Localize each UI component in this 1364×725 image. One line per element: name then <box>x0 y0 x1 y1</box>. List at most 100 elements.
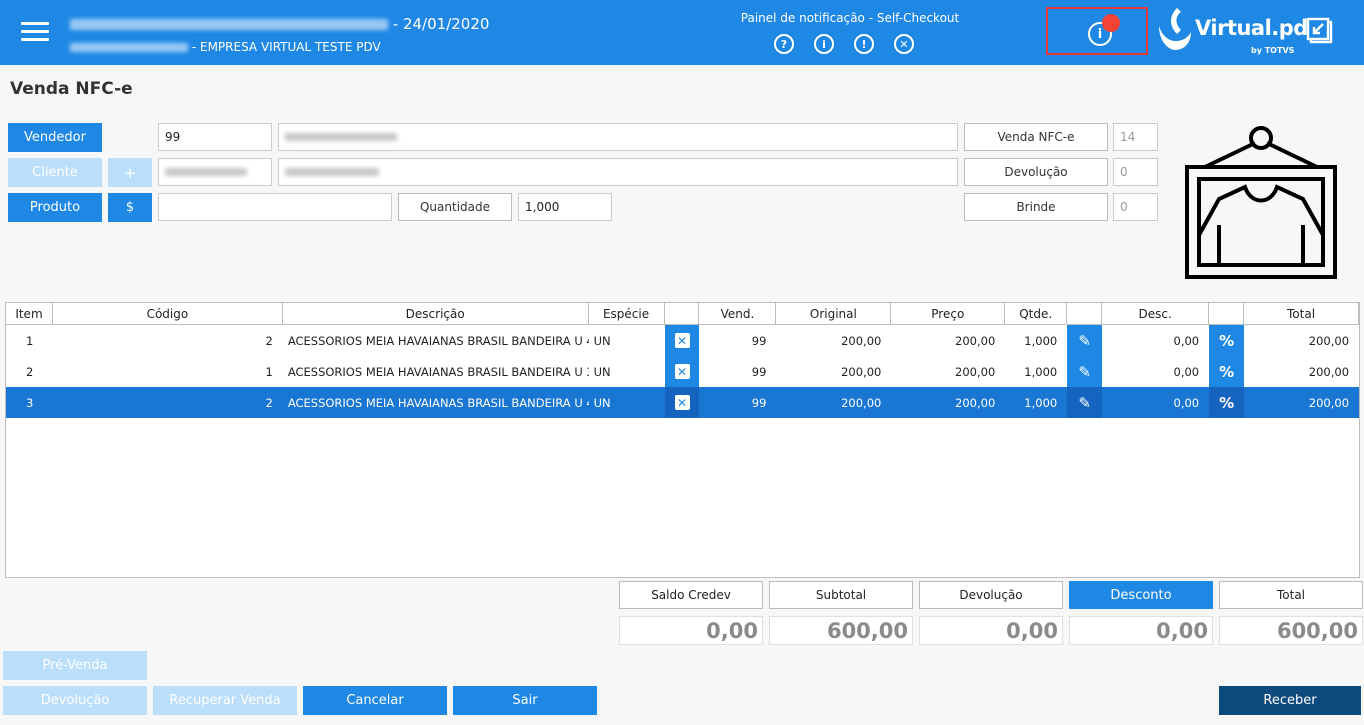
close-icon: ✕ <box>674 333 690 348</box>
logo-mark-icon <box>1159 8 1191 50</box>
table-row[interactable]: 3 2 ACESSORIOS MEIA HAVAIANAS BRASIL BANDE… <box>6 387 1359 418</box>
virtual-pdv-logo: Virtual.pdv by TOTVS <box>1155 6 1322 60</box>
edit-item-button[interactable]: ✎ <box>1067 356 1103 387</box>
produto-input[interactable] <box>158 193 392 221</box>
devolucao-count: 0 <box>1113 158 1158 186</box>
exit-fullscreen-icon[interactable] <box>1306 17 1334 45</box>
add-cliente-button[interactable]: + <box>108 158 152 187</box>
redacted-cliente-name <box>285 168 379 176</box>
especie-cell: UN <box>593 395 611 410</box>
recuperar-venda-button[interactable]: Recuperar Venda <box>153 686 297 715</box>
notification-panel-title: Painel de notificação - Self-Checkout <box>740 11 960 25</box>
devolucao-total-label: Devolução <box>919 581 1063 609</box>
cancelar-button[interactable]: Cancelar <box>303 686 447 715</box>
notification-icons: ? i ! ✕ <box>774 34 914 54</box>
col-vend-header: Vend. <box>699 303 777 324</box>
header-company: EMPRESA VIRTUAL TESTE PDV <box>199 40 381 54</box>
remove-item-button[interactable]: ✕ <box>664 325 700 356</box>
item-cell: 1 <box>26 333 34 348</box>
subtotal-label: Subtotal <box>769 581 913 609</box>
sair-button[interactable]: Sair <box>453 686 597 715</box>
percent-icon: % <box>1219 362 1235 381</box>
desconto-button[interactable]: Desconto <box>1069 581 1213 609</box>
total-cell: 200,00 <box>1308 333 1350 348</box>
receber-button[interactable]: Receber <box>1219 686 1361 715</box>
codigo-cell: 1 <box>265 364 273 379</box>
venda-nfce-button[interactable]: Venda NFC-e <box>964 123 1108 151</box>
col-especie-header: Espécie <box>589 303 665 324</box>
items-table: Item Código Descrição Espécie Vend. Original P… <box>5 302 1360 578</box>
total-cell: 200,00 <box>1308 364 1350 379</box>
menu-icon[interactable] <box>21 22 49 42</box>
devolucao-total-value: 0,00 <box>919 616 1063 645</box>
edit-item-button[interactable]: ✎ <box>1067 387 1103 418</box>
item-cell: 2 <box>26 364 34 379</box>
discount-item-button[interactable]: % <box>1209 325 1245 356</box>
warning-icon[interactable]: ! <box>854 34 874 54</box>
col-preco-header: Preço <box>891 303 1006 324</box>
price-lookup-button[interactable]: $ <box>108 193 152 222</box>
vendedor-button[interactable]: Vendedor <box>8 123 102 152</box>
redacted-vendedor-name <box>285 133 397 141</box>
preco-cell: 200,00 <box>955 395 996 410</box>
table-row[interactable]: 1 2 ACESSORIOS MEIA HAVAIANAS BRASIL BANDE… <box>6 325 1359 356</box>
original-cell: 200,00 <box>841 395 882 410</box>
saldo-credev-value: 0,00 <box>619 616 763 645</box>
produto-button[interactable]: Produto <box>8 193 102 222</box>
alert-dot-icon <box>1102 14 1120 32</box>
logo-sub: by TOTVS <box>1251 46 1295 55</box>
vend-cell: 99 <box>751 395 767 410</box>
desc-cell: 0,00 <box>1173 395 1200 410</box>
total-cell: 200,00 <box>1308 395 1350 410</box>
descricao-cell: ACESSORIOS MEIA HAVAIANAS BRASIL BANDEIR… <box>287 333 589 348</box>
brinde-count: 0 <box>1113 193 1158 221</box>
redacted-store-name <box>70 19 388 30</box>
item-cell: 3 <box>26 395 34 410</box>
brinde-button[interactable]: Brinde <box>964 193 1108 221</box>
col-original-header: Original <box>776 303 892 324</box>
qtde-cell: 1,000 <box>1024 395 1058 410</box>
remove-item-button[interactable]: ✕ <box>664 356 700 387</box>
pencil-icon: ✎ <box>1078 362 1091 381</box>
vendedor-name-field[interactable] <box>278 123 958 151</box>
info-icon[interactable]: i <box>814 34 834 54</box>
saldo-credev-label: Saldo Credev <box>619 581 763 609</box>
col-item-header: Item <box>6 303 53 324</box>
vendedor-code-field[interactable]: 99 <box>158 123 272 151</box>
header-company-line: - EMPRESA VIRTUAL TESTE PDV <box>70 40 381 54</box>
qtde-cell: 1,000 <box>1024 364 1058 379</box>
desconto-value: 0,00 <box>1069 616 1213 645</box>
col-discount-header <box>1209 303 1245 324</box>
discount-item-button[interactable]: % <box>1209 387 1245 418</box>
table-row[interactable]: 2 1 ACESSORIOS MEIA HAVAIANAS BRASIL BANDE… <box>6 356 1359 387</box>
info-alert-icon: i <box>1088 22 1112 46</box>
edit-item-button[interactable]: ✎ <box>1067 325 1103 356</box>
desc-cell: 0,00 <box>1173 333 1200 348</box>
notification-info-button[interactable]: i <box>1046 7 1148 55</box>
cliente-button[interactable]: Cliente <box>8 158 102 187</box>
quantidade-field[interactable]: 1,000 <box>518 193 612 221</box>
preco-cell: 200,00 <box>955 333 996 348</box>
devolucao-action-button[interactable]: Devolução <box>3 686 147 715</box>
page-title: Venda NFC-e <box>10 79 133 99</box>
remove-item-button[interactable]: ✕ <box>664 387 700 418</box>
desc-cell: 0,00 <box>1173 364 1200 379</box>
col-desc-header: Desc. <box>1102 303 1210 324</box>
pre-venda-button[interactable]: Pré-Venda <box>3 651 147 680</box>
col-descricao-header: Descrição <box>283 303 589 324</box>
cliente-name-field[interactable] <box>278 158 958 186</box>
close-circle-icon[interactable]: ✕ <box>894 34 914 54</box>
qtde-cell: 1,000 <box>1024 333 1058 348</box>
devolucao-button[interactable]: Devolução <box>964 158 1108 186</box>
close-icon: ✕ <box>674 395 690 410</box>
codigo-cell: 2 <box>265 395 273 410</box>
col-edit-header <box>1067 303 1103 324</box>
venda-nfce-count: 14 <box>1113 123 1158 151</box>
cliente-code-field[interactable] <box>158 158 272 186</box>
col-remove-header <box>665 303 700 324</box>
help-icon[interactable]: ? <box>774 34 794 54</box>
discount-item-button[interactable]: % <box>1209 356 1245 387</box>
quantidade-button[interactable]: Quantidade <box>398 193 512 221</box>
percent-icon: % <box>1219 393 1235 412</box>
vend-cell: 99 <box>751 333 767 348</box>
